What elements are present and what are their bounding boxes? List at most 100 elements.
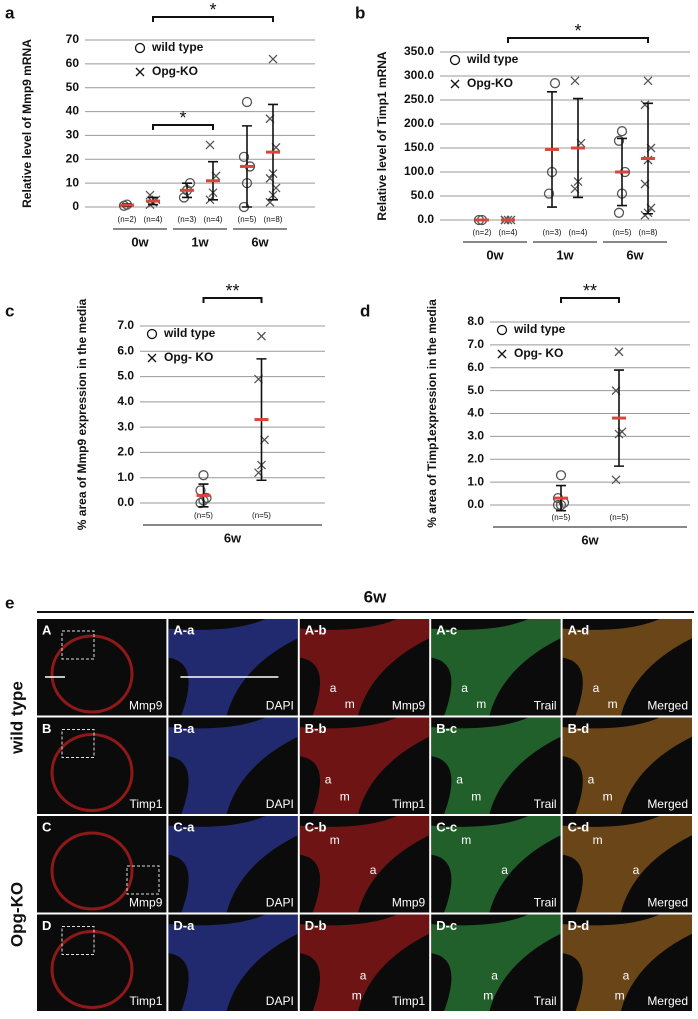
channel-label: Timp1 (129, 797, 162, 811)
significance-bracket (202, 297, 263, 303)
n-label: (n=8) (264, 215, 283, 224)
y-tick-label: 50.0 (411, 188, 435, 202)
micrograph (168, 619, 298, 716)
y-tick-label: 40 (66, 104, 80, 118)
tissue-band (562, 914, 692, 1011)
x-tick-label: 1w (556, 247, 574, 262)
y-tick-label: 3.0 (117, 419, 134, 433)
region-mark: a (491, 969, 498, 983)
timepoint-title: 6w (364, 587, 387, 606)
tissue-band (299, 914, 430, 1011)
panel-tag: B-d (568, 721, 590, 736)
panel-label: b (355, 3, 365, 22)
roi-box (61, 926, 95, 955)
region-mark: a (370, 863, 377, 877)
micrograph (168, 816, 298, 913)
y-tick-label: 0 (72, 199, 79, 213)
channel-label: Mmp9 (129, 699, 163, 713)
panel-label: a (5, 3, 15, 22)
x-tick-label: 1w (191, 234, 209, 249)
data-point (614, 347, 624, 357)
tissue-band (562, 816, 692, 913)
legend-label: Opg-KO (152, 64, 198, 78)
region-mark: m (345, 697, 355, 711)
channel-label: Merged (647, 896, 688, 910)
legend-label: wild type (151, 40, 204, 54)
roi-box (61, 729, 95, 758)
legend-marker (134, 42, 146, 54)
y-tick-label: 100.0 (404, 164, 434, 178)
micrograph (299, 619, 430, 716)
micrograph (299, 816, 430, 913)
panel-tag: D-b (305, 918, 327, 933)
channel-label: Mmp9 (129, 896, 163, 910)
channel-label: Merged (647, 797, 688, 811)
region-mark: a (360, 969, 367, 983)
panel-tag: C-c (436, 819, 457, 834)
legend-marker (146, 328, 158, 340)
data-point (543, 188, 555, 199)
y-tick-label: 60 (66, 56, 80, 70)
significance-label: * (209, 0, 216, 20)
micrograph (431, 619, 561, 716)
panel-tag: C-a (173, 819, 195, 834)
data-point (570, 76, 580, 86)
panel-label: c (5, 301, 14, 320)
y-tick-label: 7.0 (467, 337, 484, 351)
panel-tag: A-a (173, 622, 195, 637)
y-tick-label: 10 (66, 175, 80, 189)
n-label: (n=2) (473, 228, 492, 237)
tissue-band (431, 914, 561, 1011)
n-label: (n=5) (252, 511, 271, 520)
legend-label: wild type (466, 52, 519, 66)
y-tick-label: 5.0 (117, 369, 134, 383)
n-label: (n=4) (204, 215, 223, 224)
panel-tag: A-d (568, 622, 590, 637)
tissue-band (168, 717, 298, 814)
n-label: (n=5) (610, 513, 629, 522)
panel-label: d (360, 301, 370, 320)
micrograph (299, 914, 430, 1011)
data-point (643, 76, 653, 86)
legend-marker (497, 349, 507, 359)
vessel-outline (50, 831, 134, 911)
legend-marker (496, 324, 508, 336)
channel-label: Timp1 (392, 994, 425, 1008)
data-point (549, 78, 561, 89)
micrograph (168, 914, 298, 1011)
significance-label: ** (583, 281, 597, 301)
tissue-band (168, 914, 298, 1011)
n-label: (n=4) (499, 228, 518, 237)
channel-label: Merged (647, 699, 688, 713)
legend-label: wild type (163, 326, 216, 340)
y-tick-label: 5.0 (467, 383, 484, 397)
y-tick-label: 0.0 (467, 497, 484, 511)
row-group-label: Opg-KO (7, 882, 26, 947)
data-point (611, 475, 621, 485)
tissue-band (299, 619, 430, 716)
micrograph (562, 914, 692, 1011)
channel-label: Timp1 (129, 994, 162, 1008)
region-mark: m (471, 790, 481, 804)
region-mark: a (456, 773, 463, 787)
data-point (238, 151, 250, 163)
panel-label: e (5, 593, 14, 612)
n-label: (n=4) (569, 228, 588, 237)
region-mark: m (593, 833, 603, 847)
micrograph (299, 717, 430, 814)
panel-tag: B-a (173, 721, 195, 736)
panel-tag: A (42, 622, 52, 637)
tissue-band (431, 619, 561, 716)
micrograph (37, 619, 167, 716)
data-point (205, 140, 215, 150)
n-label: (n=4) (144, 215, 163, 224)
n-label: (n=8) (639, 228, 658, 237)
x-tick-label: 0w (131, 234, 149, 249)
y-tick-label: 2.0 (467, 451, 484, 465)
tissue-band (168, 619, 298, 716)
channel-label: Trail (534, 896, 557, 910)
roi-box (126, 865, 160, 895)
panel-tag: A-c (436, 622, 457, 637)
region-mark: m (340, 790, 350, 804)
channel-label: Mmp9 (392, 699, 426, 713)
